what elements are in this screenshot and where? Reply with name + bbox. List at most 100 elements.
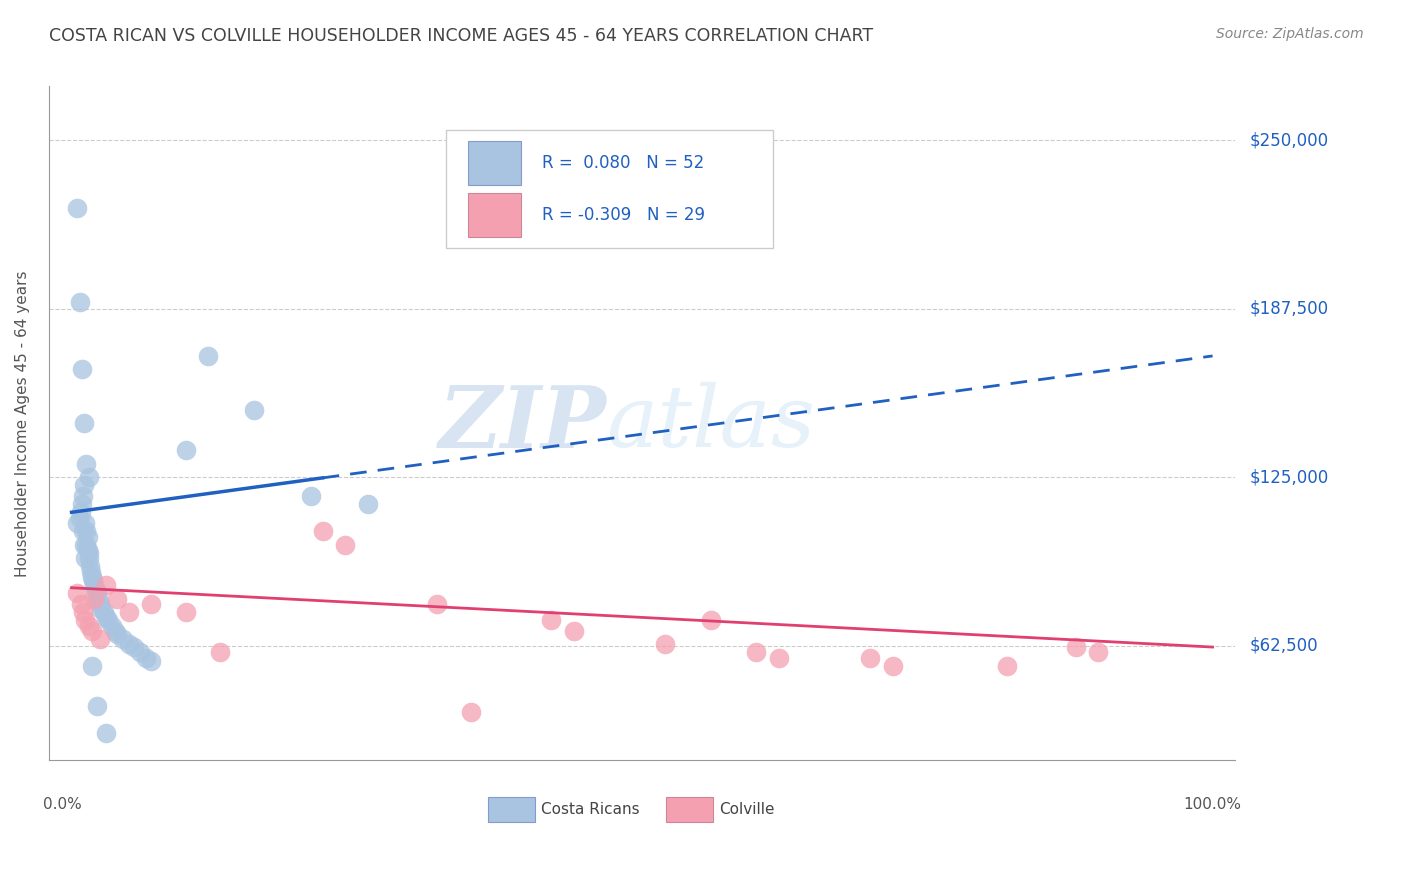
- Point: [83, 578, 105, 592]
- Point: [135, 651, 157, 665]
- Text: $62,500: $62,500: [1250, 637, 1319, 655]
- Point: [77, 470, 100, 484]
- Point: [77, 551, 100, 566]
- Point: [76, 530, 98, 544]
- Point: [745, 645, 768, 659]
- Point: [94, 578, 117, 592]
- Text: atlas: atlas: [606, 382, 815, 465]
- Text: R =  0.080   N = 52: R = 0.080 N = 52: [543, 154, 704, 172]
- Point: [73, 538, 96, 552]
- Point: [105, 591, 128, 606]
- Point: [75, 516, 97, 530]
- Point: [93, 605, 115, 619]
- Point: [197, 349, 219, 363]
- Point: [70, 362, 93, 376]
- Point: [995, 659, 1018, 673]
- Point: [174, 443, 197, 458]
- Point: [1064, 640, 1087, 654]
- Point: [141, 654, 163, 668]
- Point: [129, 645, 152, 659]
- Point: [66, 201, 89, 215]
- FancyBboxPatch shape: [666, 797, 713, 822]
- Point: [87, 591, 110, 606]
- Text: Costa Ricans: Costa Ricans: [541, 802, 640, 817]
- Point: [82, 573, 104, 587]
- Point: [77, 546, 100, 560]
- Point: [72, 489, 94, 503]
- Point: [699, 613, 721, 627]
- Point: [540, 613, 562, 627]
- Point: [117, 637, 139, 651]
- FancyBboxPatch shape: [446, 130, 773, 248]
- Point: [243, 402, 266, 417]
- Point: [73, 478, 96, 492]
- Point: [73, 417, 96, 431]
- Point: [104, 624, 127, 638]
- Point: [82, 570, 104, 584]
- Point: [83, 591, 105, 606]
- Point: [76, 543, 98, 558]
- Point: [77, 618, 100, 632]
- Point: [1087, 645, 1109, 659]
- Point: [75, 551, 97, 566]
- Point: [72, 524, 94, 538]
- Point: [654, 637, 676, 651]
- Text: Source: ZipAtlas.com: Source: ZipAtlas.com: [1216, 27, 1364, 41]
- Point: [75, 457, 97, 471]
- Point: [66, 586, 89, 600]
- Point: [124, 640, 146, 654]
- Point: [84, 583, 107, 598]
- Text: ZIP: ZIP: [439, 382, 606, 465]
- Point: [299, 489, 322, 503]
- Point: [75, 524, 97, 538]
- Point: [89, 632, 111, 646]
- Y-axis label: Householder Income Ages 45 - 64 years: Householder Income Ages 45 - 64 years: [15, 270, 30, 576]
- Point: [94, 610, 117, 624]
- Point: [174, 605, 197, 619]
- Point: [69, 510, 91, 524]
- FancyBboxPatch shape: [468, 194, 522, 237]
- Point: [86, 699, 108, 714]
- Point: [94, 726, 117, 740]
- Point: [75, 538, 97, 552]
- Point: [100, 618, 122, 632]
- Point: [80, 565, 103, 579]
- Point: [357, 497, 380, 511]
- Text: $187,500: $187,500: [1250, 300, 1329, 318]
- Text: R = -0.309   N = 29: R = -0.309 N = 29: [543, 206, 706, 224]
- Point: [117, 605, 139, 619]
- Point: [72, 605, 94, 619]
- Point: [79, 559, 101, 574]
- FancyBboxPatch shape: [488, 797, 536, 822]
- Point: [105, 626, 128, 640]
- Point: [460, 705, 482, 719]
- Point: [69, 295, 91, 310]
- Point: [208, 645, 231, 659]
- Point: [90, 602, 112, 616]
- Point: [97, 613, 120, 627]
- Point: [66, 516, 89, 530]
- Text: 0.0%: 0.0%: [42, 797, 82, 813]
- Text: $125,000: $125,000: [1250, 468, 1329, 486]
- FancyBboxPatch shape: [468, 141, 522, 186]
- Point: [69, 505, 91, 519]
- Point: [82, 624, 104, 638]
- Point: [859, 651, 882, 665]
- Text: COSTA RICAN VS COLVILLE HOUSEHOLDER INCOME AGES 45 - 64 YEARS CORRELATION CHART: COSTA RICAN VS COLVILLE HOUSEHOLDER INCO…: [49, 27, 873, 45]
- Point: [70, 497, 93, 511]
- Text: Colville: Colville: [720, 802, 775, 817]
- Text: $250,000: $250,000: [1250, 131, 1329, 149]
- Point: [75, 613, 97, 627]
- Point: [426, 597, 449, 611]
- Point: [141, 597, 163, 611]
- Point: [82, 659, 104, 673]
- Point: [86, 586, 108, 600]
- Text: 100.0%: 100.0%: [1184, 797, 1241, 813]
- Point: [882, 659, 904, 673]
- Point: [311, 524, 333, 538]
- Point: [111, 632, 134, 646]
- Point: [562, 624, 585, 638]
- Point: [89, 597, 111, 611]
- Point: [69, 597, 91, 611]
- Point: [335, 538, 357, 552]
